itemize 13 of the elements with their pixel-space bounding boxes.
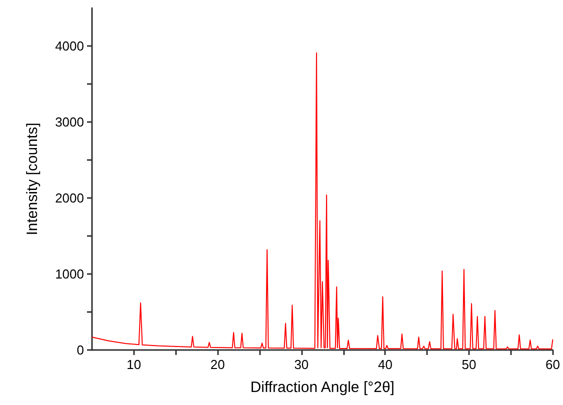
x-tick-label: 40 bbox=[378, 357, 392, 372]
y-axis-title: Intensity [counts] bbox=[24, 122, 41, 236]
x-tick-label: 50 bbox=[462, 357, 476, 372]
x-tick-label: 60 bbox=[546, 357, 560, 372]
y-tick-label: 2000 bbox=[55, 190, 84, 206]
y-tick-label: 4000 bbox=[55, 38, 84, 54]
x-tick-label: 20 bbox=[210, 357, 225, 372]
x-axis-title: Diffraction Angle [°2θ] bbox=[250, 379, 394, 396]
x-tick-label: 10 bbox=[126, 357, 142, 372]
y-tick-label: 1000 bbox=[55, 266, 84, 282]
y-tick-label: 3000 bbox=[55, 114, 84, 130]
y-tick-label: 0 bbox=[76, 342, 84, 358]
x-tick-label: 30 bbox=[294, 357, 309, 372]
